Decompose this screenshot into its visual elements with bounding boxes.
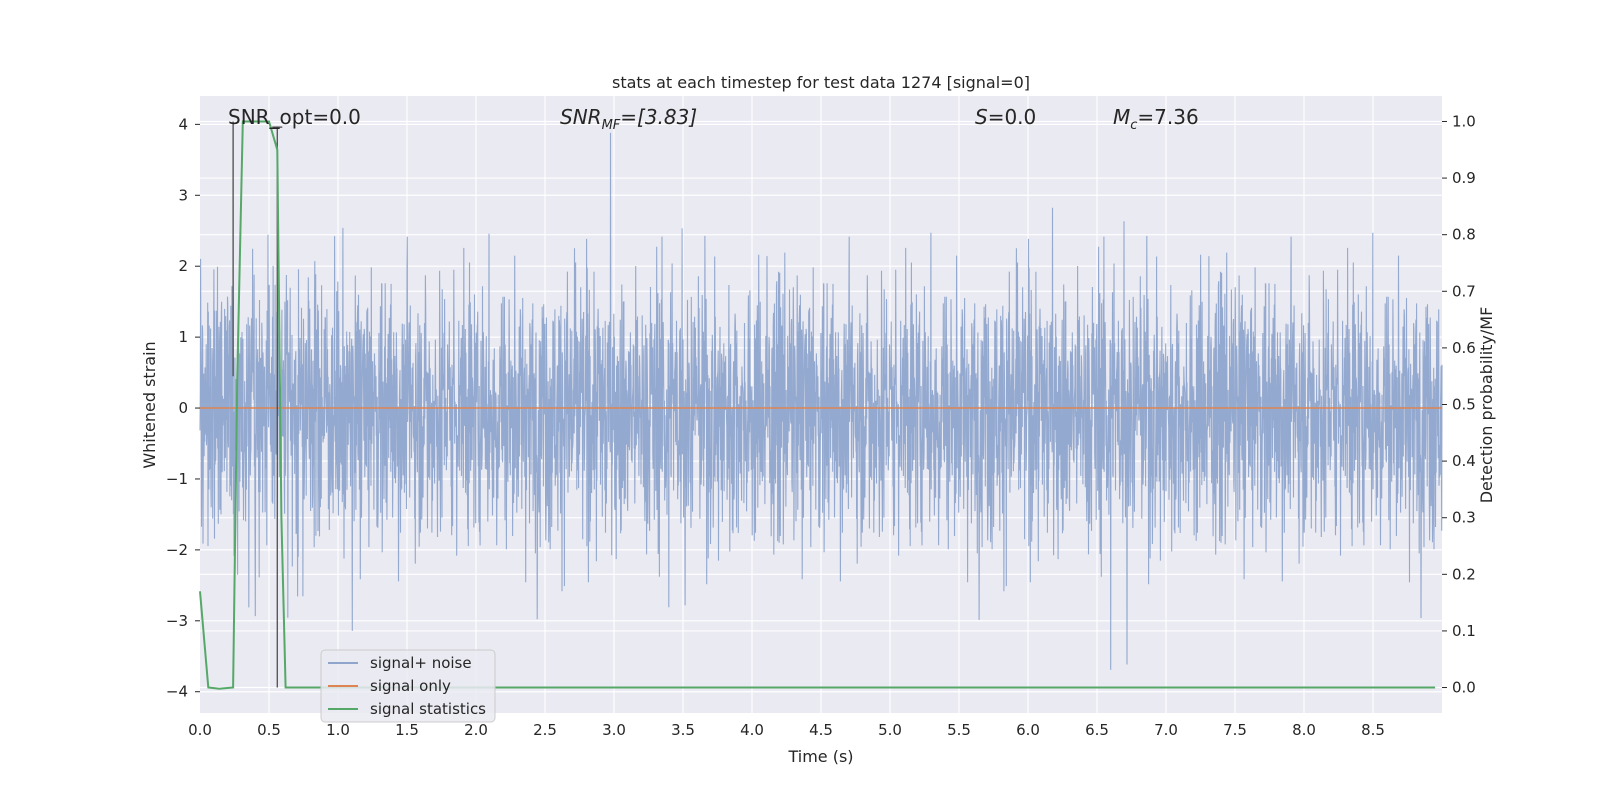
x-tick-label: 5.0	[878, 721, 902, 739]
legend: signal+ noise signal only signal statist…	[320, 649, 496, 723]
legend-label-signal-statistics: signal statistics	[370, 700, 486, 718]
y2-tick-label: 0.5	[1452, 396, 1476, 414]
y2-tick-label: 0.8	[1452, 226, 1476, 244]
y-tick-label: −2	[166, 541, 188, 559]
y-tick-label: −4	[166, 683, 188, 701]
legend-label-signal-noise: signal+ noise	[370, 654, 472, 672]
series-signal-noise	[199, 132, 1443, 670]
y-tick-label: 3	[178, 186, 188, 204]
x-tick-label: 5.5	[947, 721, 971, 739]
x-tick-label: 1.0	[326, 721, 350, 739]
y-tick-label: 1	[178, 328, 188, 346]
x-tick-label: 8.0	[1292, 721, 1316, 739]
x-tick-label: 3.0	[602, 721, 626, 739]
y-tick-label: −3	[166, 612, 188, 630]
y-tick-label: 0	[178, 399, 188, 417]
s-value: =0.0	[988, 105, 1037, 129]
mc-name: M	[1113, 105, 1130, 129]
x-tick-label: 7.5	[1223, 721, 1247, 739]
chart-title: stats at each timestep for test data 127…	[612, 73, 1030, 92]
y2-tick-label: 0.4	[1452, 452, 1476, 470]
annotation-snr-mf: SNRMF=[3.83]	[560, 105, 697, 133]
x-tick-label: 0.0	[188, 721, 212, 739]
y-tick-label: 4	[178, 115, 188, 133]
mc-value: =7.36	[1137, 105, 1198, 129]
series-signal-statistics	[199, 120, 1436, 690]
x-tick-label: 7.0	[1154, 721, 1178, 739]
legend-label-signal-only: signal only	[370, 677, 451, 695]
legend-box	[320, 649, 496, 723]
x-tick-label: 3.5	[671, 721, 695, 739]
annotation-s: S=0.0	[975, 105, 1036, 129]
y-tick-label: −1	[166, 470, 188, 488]
y2-tick-label: 0.2	[1452, 565, 1476, 583]
annotation-snr-opt: SNR_opt=0.0	[228, 105, 361, 129]
x-tick-label: 6.0	[1016, 721, 1040, 739]
y2-tick-label: 0.1	[1452, 622, 1476, 640]
x-tick-label: 2.5	[533, 721, 557, 739]
y2-tick-label: 1.0	[1452, 112, 1476, 130]
x-tick-label: 4.5	[809, 721, 833, 739]
y-tick-label: 2	[178, 257, 188, 275]
y2-tick-label: 0.7	[1452, 282, 1476, 300]
x-tick-label: 6.5	[1085, 721, 1109, 739]
annotation-mc: Mc=7.36	[1113, 105, 1199, 133]
snr-mf-name: SNR	[560, 105, 602, 129]
x-tick-label: 2.0	[464, 721, 488, 739]
y2-tick-label: 0.6	[1452, 339, 1476, 357]
y-axis-label: Whitened strain	[140, 341, 159, 468]
signal-statistics-line	[199, 120, 1436, 690]
y2-tick-label: 0.0	[1452, 679, 1476, 697]
x-tick-label: 4.0	[740, 721, 764, 739]
y2-axis-label: Detection probability/MF	[1477, 307, 1496, 504]
snr-mf-subscript: MF	[602, 118, 621, 133]
mc-subscript: c	[1130, 118, 1137, 133]
y2-tick-label: 0.9	[1452, 169, 1476, 187]
y2-tick-label: 0.3	[1452, 509, 1476, 527]
tick-labels: 0.0 0.5 1.0 1.5 2.0 2.5 3.0 3.5 4.0 4.5 5.0 5.5 6.0 6…	[166, 112, 1476, 739]
x-axis-label: Time (s)	[787, 747, 853, 766]
signal-noise-line	[199, 132, 1443, 670]
x-tick-label: 1.5	[395, 721, 419, 739]
x-tick-label: 0.5	[257, 721, 281, 739]
x-tick-label: 8.5	[1361, 721, 1385, 739]
s-name: S	[975, 105, 988, 129]
snr-mf-value: =[3.83]	[620, 105, 697, 129]
